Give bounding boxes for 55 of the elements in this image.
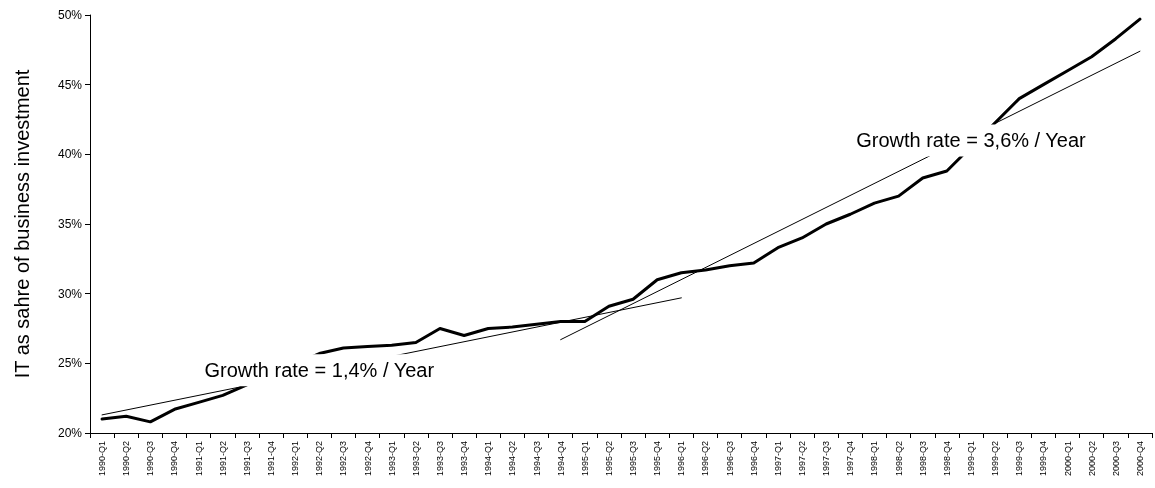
x-tick-label: 1996-Q2	[700, 441, 711, 477]
x-tick-label: 1992-Q2	[314, 441, 325, 477]
y-axis-title: IT as sahre of business investment	[11, 69, 33, 379]
y-tick-label: 40%	[57, 147, 83, 162]
x-tick-label: 1999-Q3	[1014, 441, 1025, 477]
x-tick-label: 1998-Q1	[869, 441, 880, 477]
y-tick-label: 25%	[57, 356, 83, 371]
x-tick-label: 1999-Q2	[990, 441, 1001, 477]
y-tick-label: 30%	[57, 286, 83, 301]
x-tick-label: 1990-Q4	[169, 441, 180, 477]
x-tick-label: 1996-Q1	[676, 441, 687, 477]
x-tick-label: 1995-Q2	[603, 441, 614, 477]
x-tick-label: 1995-Q3	[628, 441, 639, 477]
x-tick-label: 1995-Q1	[579, 441, 590, 477]
x-tick-label: 1993-Q2	[410, 441, 421, 477]
x-tick-label: 1995-Q4	[652, 441, 663, 477]
x-tick-label: 1993-Q3	[434, 441, 445, 477]
x-tick-label: 1998-Q2	[893, 441, 904, 477]
x-tick-label: 1998-Q3	[917, 441, 928, 477]
x-tick-label: 1992-Q3	[338, 441, 349, 477]
y-tick-label: 45%	[57, 77, 83, 92]
x-tick-label: 1991-Q2	[217, 441, 228, 477]
y-tick-label: 20%	[57, 426, 83, 440]
annotation: Growth rate = 3,6% / Year	[856, 129, 1087, 152]
x-tick-label: 1994-Q1	[483, 441, 494, 477]
x-tick-label: 1993-Q1	[386, 441, 397, 477]
x-tick-label: 1994-Q4	[555, 441, 566, 477]
x-tick-label: 1996-Q4	[748, 441, 759, 477]
x-tick-label: 1997-Q4	[845, 441, 856, 477]
x-tick-label: 1997-Q1	[772, 441, 783, 477]
x-tick-label: 2000-Q2	[1086, 441, 1097, 477]
x-tick-label: 1994-Q3	[531, 441, 542, 477]
x-tick-label: 1997-Q2	[797, 441, 808, 477]
x-tick-label: 1998-Q4	[941, 441, 952, 477]
x-tick-label: 1999-Q1	[965, 441, 976, 477]
x-tick-label: 1991-Q1	[193, 441, 204, 477]
x-tick-label: 1999-Q4	[1038, 441, 1049, 477]
x-tick-label: 1994-Q2	[507, 441, 518, 477]
x-tick-label: 1990-Q1	[97, 441, 108, 477]
line-series	[100, 17, 1142, 424]
annotation: Growth rate = 1,4% / Year	[204, 359, 435, 382]
x-tick-label: 1992-Q1	[290, 441, 301, 477]
x-tick-label: 1991-Q3	[241, 441, 252, 477]
x-tick-label: 1991-Q4	[266, 441, 277, 477]
y-tick-label: 35%	[57, 217, 83, 231]
x-tick-label: 1996-Q3	[724, 441, 735, 477]
x-tick-label: 1993-Q4	[459, 441, 470, 477]
x-tick-label: 1990-Q2	[121, 441, 132, 477]
x-tick-label: 2000-Q4	[1134, 441, 1145, 477]
x-tick-label: 1990-Q3	[145, 441, 156, 477]
x-tick-label: 1997-Q3	[821, 441, 832, 477]
y-tick-label: 50%	[57, 8, 83, 22]
x-tick-label: 2000-Q1	[1062, 441, 1073, 477]
x-tick-label: 2000-Q3	[1110, 441, 1121, 477]
x-tick-label: 1992-Q4	[362, 441, 373, 477]
